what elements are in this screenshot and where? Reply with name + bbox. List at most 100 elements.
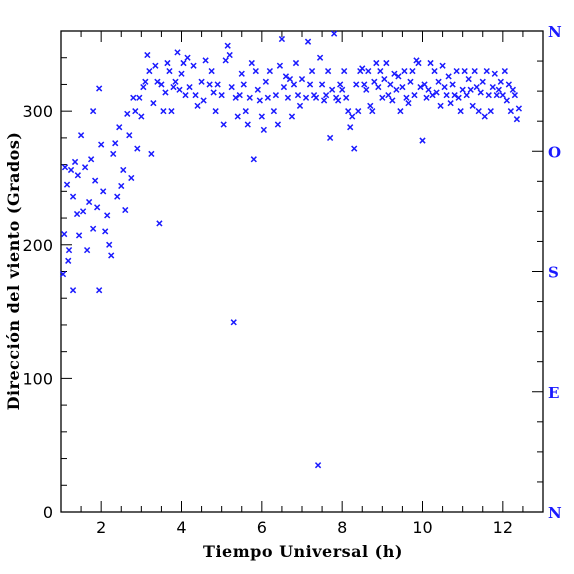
data-point	[435, 78, 442, 85]
data-point	[270, 108, 278, 115]
data-point	[186, 83, 193, 91]
data-point	[104, 212, 111, 219]
data-point	[361, 81, 368, 88]
data-point	[383, 59, 390, 67]
data-point	[136, 94, 143, 101]
data-point	[134, 145, 141, 152]
x-axis-title: Tiempo Universal (h)	[203, 542, 403, 561]
x-tick-label: 10	[412, 518, 432, 537]
data-point	[83, 246, 91, 254]
data-point	[385, 92, 392, 99]
data-point	[475, 108, 482, 115]
data-point	[214, 81, 221, 88]
data-point	[375, 83, 382, 91]
data-point	[339, 86, 346, 93]
data-point	[75, 232, 83, 239]
data-point	[433, 89, 440, 96]
data-point	[85, 198, 93, 206]
data-point	[399, 83, 406, 91]
data-point	[77, 132, 85, 139]
data-point	[262, 78, 269, 85]
data-point	[264, 94, 271, 101]
data-point	[90, 225, 97, 232]
data-point	[423, 94, 430, 101]
data-point	[347, 124, 354, 131]
data-point	[67, 166, 75, 174]
data-point	[417, 83, 424, 91]
data-point	[124, 110, 131, 117]
data-point	[459, 86, 466, 93]
data-point	[449, 81, 456, 88]
data-point	[164, 59, 171, 67]
data-point	[499, 92, 506, 99]
data-point	[280, 83, 288, 91]
data-point	[198, 78, 205, 85]
y-tick-label: 0	[43, 503, 53, 522]
data-point	[182, 92, 189, 99]
data-point	[425, 86, 432, 93]
data-point	[274, 121, 282, 128]
cardinal-label: S	[548, 264, 559, 282]
data-point	[94, 204, 101, 211]
data-point	[92, 177, 99, 184]
y-axis-title: Dirección del viento (Grados)	[4, 132, 23, 411]
data-point	[100, 188, 107, 195]
data-point	[96, 287, 103, 294]
data-point	[302, 94, 310, 101]
data-point	[73, 210, 81, 218]
data-point	[126, 132, 133, 139]
data-point	[419, 137, 426, 144]
data-point	[170, 83, 177, 91]
cardinal-label: N	[548, 504, 562, 522]
data-point	[292, 59, 300, 67]
data-point	[194, 102, 201, 109]
data-point	[497, 78, 504, 85]
data-point	[343, 94, 350, 101]
data-point	[485, 92, 492, 99]
data-point	[166, 67, 173, 75]
data-point	[228, 83, 235, 91]
data-point	[405, 100, 412, 107]
cardinal-label: E	[548, 384, 559, 402]
data-point	[363, 86, 370, 93]
data-point	[130, 94, 137, 101]
data-point	[288, 113, 296, 120]
data-point	[324, 67, 332, 75]
data-point	[409, 67, 416, 75]
data-point	[172, 78, 179, 85]
data-point	[254, 86, 261, 93]
data-point	[337, 81, 344, 88]
x-tick-label: 6	[257, 518, 267, 537]
data-point	[507, 108, 514, 115]
data-point	[61, 164, 69, 171]
data-point	[411, 92, 418, 99]
data-point	[244, 121, 251, 128]
data-point	[479, 78, 486, 85]
data-point	[108, 252, 115, 259]
data-point	[455, 94, 462, 101]
data-point	[393, 86, 400, 93]
cardinal-axis-ticks	[532, 30, 543, 513]
data-point	[467, 86, 474, 93]
data-point	[407, 78, 414, 85]
data-point	[349, 113, 356, 120]
data-point	[473, 83, 480, 91]
data-point	[278, 35, 286, 43]
data-point	[156, 220, 163, 227]
data-point	[65, 257, 72, 264]
data-point	[463, 92, 470, 99]
data-point	[208, 67, 215, 75]
data-point	[445, 73, 452, 80]
data-point	[118, 182, 125, 190]
data-point	[320, 97, 328, 104]
data-point	[146, 67, 153, 75]
data-point	[421, 81, 428, 88]
data-point	[513, 116, 521, 123]
data-point	[437, 102, 444, 109]
data-point	[515, 105, 523, 112]
data-point	[250, 156, 257, 163]
data-point	[132, 108, 139, 115]
data-point	[453, 67, 460, 75]
data-point	[511, 92, 519, 99]
data-point	[238, 70, 245, 77]
